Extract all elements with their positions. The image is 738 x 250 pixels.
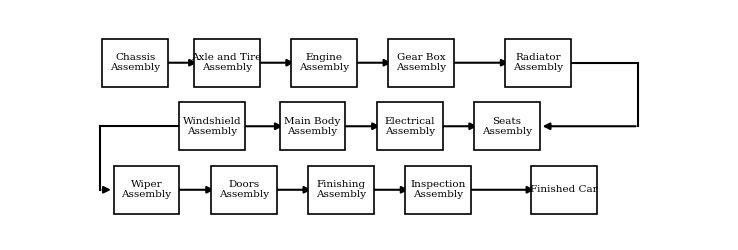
Text: Finished Car: Finished Car	[531, 185, 598, 194]
Text: Inspection
Assembly: Inspection Assembly	[410, 180, 466, 200]
FancyBboxPatch shape	[405, 166, 471, 214]
FancyBboxPatch shape	[388, 39, 454, 87]
FancyBboxPatch shape	[280, 102, 345, 150]
Text: Seats
Assembly: Seats Assembly	[482, 116, 532, 136]
FancyBboxPatch shape	[531, 166, 597, 214]
FancyBboxPatch shape	[103, 39, 168, 87]
Text: Chassis
Assembly: Chassis Assembly	[110, 53, 160, 72]
FancyBboxPatch shape	[308, 166, 374, 214]
Text: Radiator
Assembly: Radiator Assembly	[514, 53, 563, 72]
FancyBboxPatch shape	[474, 102, 539, 150]
FancyBboxPatch shape	[211, 166, 277, 214]
Text: Main Body
Assembly: Main Body Assembly	[284, 116, 341, 136]
Text: Electrical
Assembly: Electrical Assembly	[384, 116, 435, 136]
Text: Wiper
Assembly: Wiper Assembly	[122, 180, 172, 200]
FancyBboxPatch shape	[179, 102, 245, 150]
Text: Doors
Assembly: Doors Assembly	[218, 180, 269, 200]
Text: Axle and Tire
Assembly: Axle and Tire Assembly	[192, 53, 262, 72]
Text: Engine
Assembly: Engine Assembly	[299, 53, 349, 72]
FancyBboxPatch shape	[291, 39, 356, 87]
Text: Finishing
Assembly: Finishing Assembly	[316, 180, 366, 200]
FancyBboxPatch shape	[114, 166, 179, 214]
FancyBboxPatch shape	[506, 39, 571, 87]
Text: Windshield
Assembly: Windshield Assembly	[183, 116, 241, 136]
FancyBboxPatch shape	[194, 39, 260, 87]
FancyBboxPatch shape	[377, 102, 443, 150]
Text: Gear Box
Assembly: Gear Box Assembly	[396, 53, 446, 72]
